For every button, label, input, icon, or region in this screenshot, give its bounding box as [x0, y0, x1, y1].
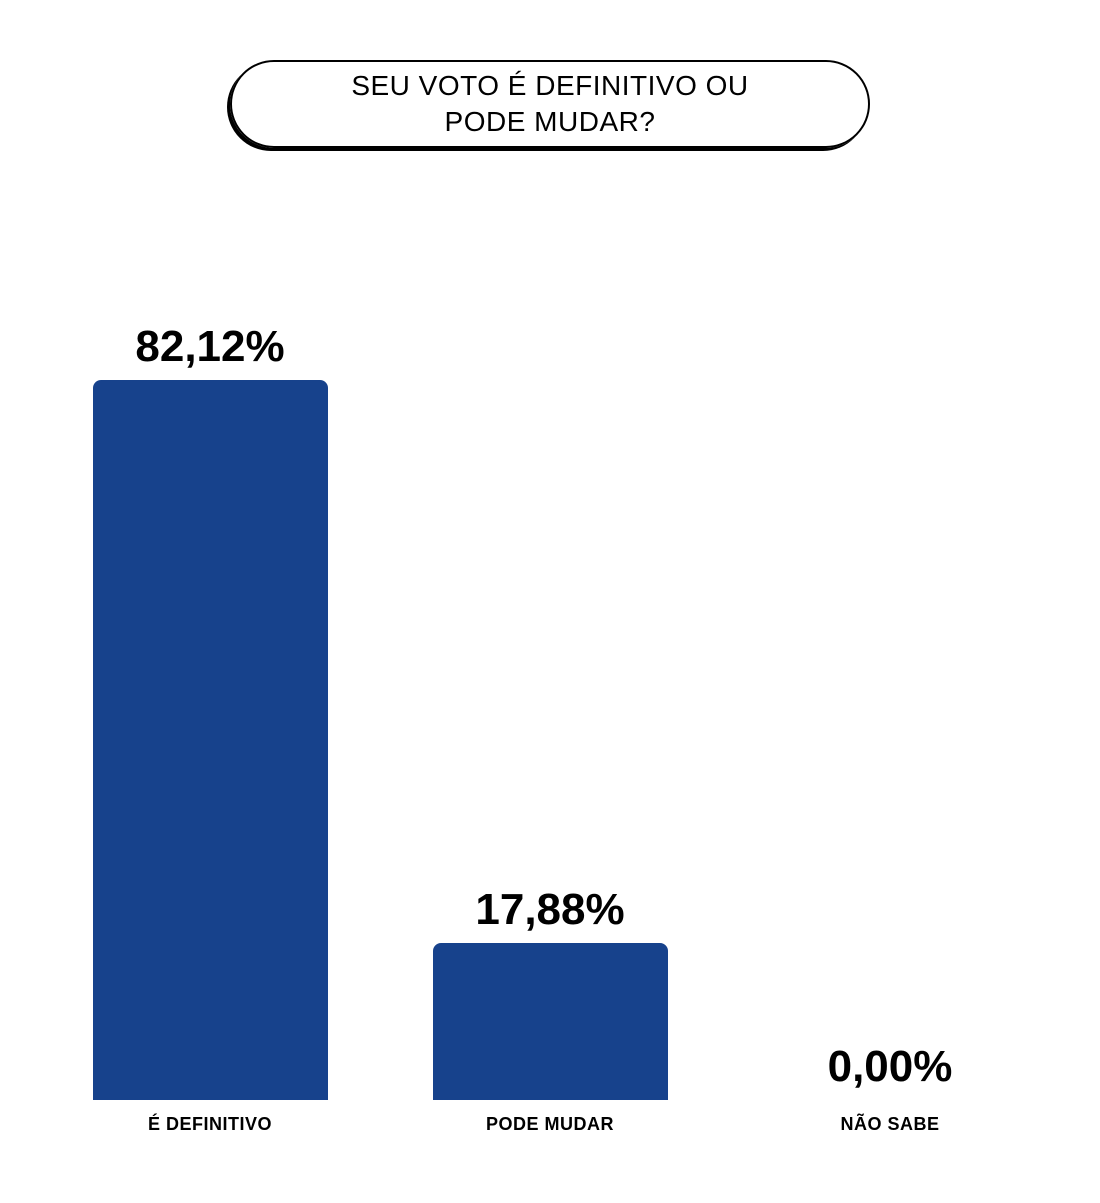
labels-row: É DEFINITIVO PODE MUDAR NÃO SABE [40, 1114, 1060, 1135]
bar-group-0: 82,12% [40, 320, 380, 1100]
bar-value-1: 17,88% [475, 885, 624, 935]
chart-area: 82,12% 17,88% 0,00% É DEFINITIVO PODE MU… [40, 320, 1060, 1143]
bar-value-2: 0,00% [828, 1042, 953, 1092]
bar-1 [433, 943, 668, 1100]
bar-group-2: 0,00% [720, 320, 1060, 1100]
bar-0 [93, 380, 328, 1100]
bar-label-0: É DEFINITIVO [40, 1114, 380, 1135]
bar-label-1: PODE MUDAR [380, 1114, 720, 1135]
bar-value-0: 82,12% [135, 322, 284, 372]
chart-title-pill: SEU VOTO É DEFINITIVO OUPODE MUDAR? [230, 60, 870, 148]
bar-group-1: 17,88% [380, 320, 720, 1100]
bars-container: 82,12% 17,88% 0,00% [40, 320, 1060, 1100]
chart-title: SEU VOTO É DEFINITIVO OUPODE MUDAR? [351, 68, 748, 141]
bar-label-2: NÃO SABE [720, 1114, 1060, 1135]
